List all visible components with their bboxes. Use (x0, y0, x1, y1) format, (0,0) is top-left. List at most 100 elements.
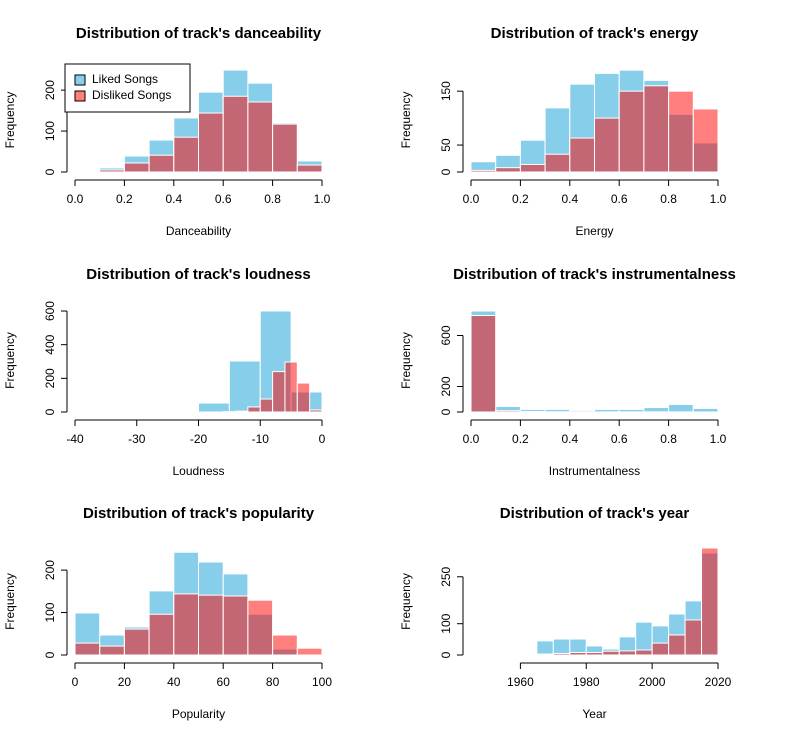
y-tick-label: 200 (43, 80, 57, 100)
histogram-bar (569, 651, 587, 656)
x-tick-label: 0.4 (561, 192, 578, 206)
histogram-bar (198, 402, 230, 413)
y-axis-label: Frequency (399, 332, 413, 389)
histogram-bar (272, 634, 298, 656)
histogram-bar (198, 594, 224, 656)
x-tick-label: 1.0 (710, 432, 727, 446)
chart-title: Distribution of track's energy (491, 25, 699, 42)
x-tick-label: 0 (72, 675, 79, 689)
x-tick-label: 1.0 (314, 192, 331, 206)
histogram-bar (701, 547, 719, 656)
histogram-bar (643, 85, 670, 173)
x-tick-label: 0.6 (215, 192, 232, 206)
chart-title: Distribution of track's popularity (83, 505, 315, 522)
legend-label: Disliked Songs (92, 88, 171, 102)
y-axis-label: Frequency (399, 573, 413, 630)
histogram-bar (618, 90, 645, 173)
x-tick-label: 0.6 (611, 192, 628, 206)
x-axis-label: Popularity (172, 707, 225, 721)
histogram-bar (668, 403, 694, 413)
x-tick-label: -40 (66, 432, 84, 446)
legend-swatch (74, 90, 86, 102)
x-tick-label: 1960 (507, 675, 534, 689)
histogram-bar (618, 650, 637, 656)
x-axis-label: Year (582, 707, 606, 721)
histogram-bar (167, 410, 199, 413)
histogram-bar (222, 95, 249, 173)
x-tick-label: -30 (128, 432, 146, 446)
y-tick-label: 200 (43, 560, 57, 580)
x-tick-label: 0.0 (463, 192, 480, 206)
histogram-bar (602, 650, 620, 656)
x-tick-label: 100 (312, 675, 332, 689)
x-tick-label: 0 (319, 432, 326, 446)
y-tick-label: 400 (43, 334, 57, 354)
histogram-bar (247, 101, 274, 173)
x-tick-label: 40 (167, 675, 181, 689)
y-tick-label: 0 (439, 408, 453, 415)
histogram-bar (495, 410, 521, 413)
histogram-bar (536, 640, 554, 656)
y-tick-label: 50 (439, 138, 453, 152)
histogram-bar (173, 136, 200, 173)
histogram-bar (544, 153, 571, 173)
y-tick-label: 100 (43, 602, 57, 622)
histogram-bar (684, 619, 703, 656)
y-tick-label: 150 (439, 81, 453, 101)
histogram-bar (692, 407, 719, 413)
x-tick-label: 0.8 (264, 192, 281, 206)
histogram-bar (123, 628, 150, 656)
x-tick-label: 0.4 (561, 432, 578, 446)
histogram-bar (536, 653, 554, 656)
histogram-bar (99, 169, 125, 173)
histogram-bar (635, 649, 653, 656)
y-tick-label: 0 (43, 168, 57, 175)
histogram-bar (173, 593, 200, 656)
chart-panel: Distribution of track's instrumentalness… (399, 266, 736, 478)
y-tick-label: 0 (439, 168, 453, 175)
histogram-bar (519, 163, 546, 173)
chart-panel: Distribution of track's popularity Popula… (3, 505, 332, 721)
y-tick-label: 100 (439, 613, 453, 633)
histogram-bar (235, 410, 249, 413)
y-tick-label: 200 (43, 368, 57, 388)
histogram-bar (272, 123, 298, 173)
x-tick-label: 2000 (639, 675, 666, 689)
x-tick-label: 1.0 (710, 192, 727, 206)
histogram-bar (585, 651, 604, 656)
y-tick-label: 0 (43, 651, 57, 658)
y-tick-label: 200 (439, 376, 453, 396)
y-axis-label: Frequency (3, 573, 17, 630)
histogram-bar (198, 112, 224, 173)
histogram-bar (519, 410, 546, 413)
histogram-bar (228, 360, 261, 413)
x-tick-label: 0.0 (67, 192, 84, 206)
y-tick-label: 600 (439, 325, 453, 345)
x-tick-label: 0.2 (116, 192, 133, 206)
x-tick-label: 0.6 (611, 432, 628, 446)
x-tick-label: 0.8 (660, 192, 677, 206)
histogram-bar (296, 382, 311, 413)
y-tick-label: 600 (43, 301, 57, 321)
y-tick-label: 0 (439, 651, 453, 658)
histogram-bar (470, 315, 497, 413)
chart-panel: Distribution of track's year Year Frequenc… (399, 505, 731, 721)
x-tick-label: 1980 (573, 675, 600, 689)
histogram-bar (74, 642, 101, 656)
chart-title: Distribution of track's instrumentalness (453, 266, 736, 283)
histogram-bar (309, 409, 323, 413)
histogram-bar (284, 361, 298, 413)
x-tick-label: 0.2 (512, 192, 529, 206)
histogram-bar (552, 638, 571, 656)
x-axis-label: Danceability (166, 224, 231, 238)
y-axis-label: Frequency (3, 92, 17, 149)
histogram-bar (569, 137, 595, 173)
histogram-bar (668, 90, 694, 173)
histogram-bar (594, 117, 620, 173)
histogram-bar (296, 647, 323, 656)
x-tick-label: 0.4 (165, 192, 182, 206)
x-tick-label: 80 (266, 675, 280, 689)
x-tick-label: -20 (190, 432, 208, 446)
histogram-bar (651, 642, 670, 656)
